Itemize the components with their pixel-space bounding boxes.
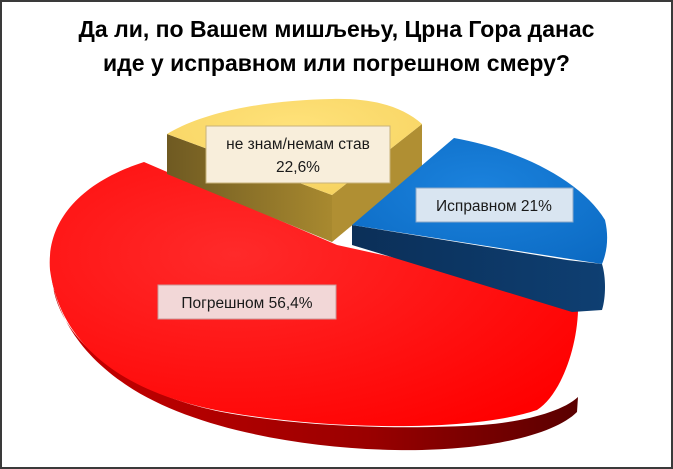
label-dontknow-line-2: 22,6%: [276, 159, 320, 176]
label-right: Исправном 21%: [415, 187, 574, 223]
label-dontknow-line-1: не знам/немам став: [226, 136, 370, 153]
chart-title-line-1: Да ли, по Вашем мишљењу, Црна Гора данас: [78, 16, 595, 42]
chart-title-line-2: иде у исправном или погрешном смеру?: [103, 50, 570, 76]
slice-wrong-side: [50, 257, 578, 451]
label-wrong-text: Погрешном 56,4%: [181, 295, 312, 312]
chart-title: Да ли, по Вашем мишљењу, Црна Гора данас…: [2, 12, 671, 80]
label-dontknow-box: [205, 125, 391, 184]
label-right-text: Исправном 21%: [436, 198, 552, 215]
label-right-box: [415, 187, 574, 223]
label-wrong: Погрешном 56,4%: [157, 284, 337, 320]
label-dontknow: не знам/немам став 22,6%: [205, 125, 391, 184]
slice-right-side: [352, 225, 605, 312]
label-wrong-box: [157, 284, 337, 320]
